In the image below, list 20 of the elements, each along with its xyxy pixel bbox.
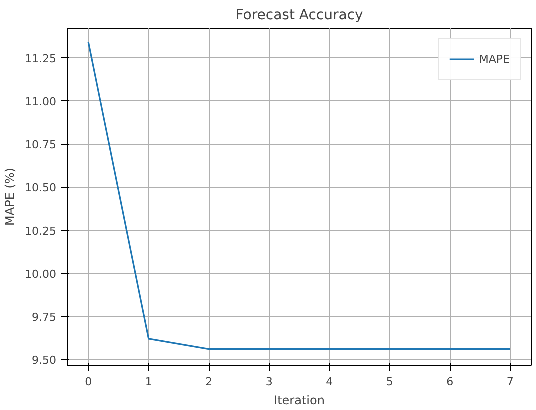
- y-tick-label: 10.00: [25, 268, 57, 281]
- x-tick-label: 3: [266, 376, 273, 388]
- x-tick-label: 1: [145, 376, 152, 388]
- x-tick-label: 6: [446, 376, 454, 388]
- x-axis-title: Iteration: [274, 394, 325, 408]
- y-tick-label: 11.25: [25, 52, 57, 66]
- chart-title: Forecast Accuracy: [236, 8, 364, 24]
- legend-label: MAPE: [479, 52, 510, 66]
- y-tick-label: 10.50: [25, 182, 57, 195]
- x-tick-label: 5: [386, 376, 394, 388]
- x-tick-label: 4: [326, 376, 334, 388]
- x-tick-label: 2: [206, 376, 213, 388]
- y-tick-label: 10.25: [25, 224, 57, 238]
- y-axis-title: MAPE (%): [3, 168, 18, 226]
- y-tick-label: 10.75: [25, 138, 57, 152]
- x-tick-label: 0: [85, 376, 92, 388]
- y-tick-label: 9.50: [32, 354, 57, 368]
- x-tick-label: 7: [506, 376, 514, 388]
- y-tick-label: 11.00: [25, 95, 57, 108]
- y-tick-label: 9.75: [32, 311, 57, 324]
